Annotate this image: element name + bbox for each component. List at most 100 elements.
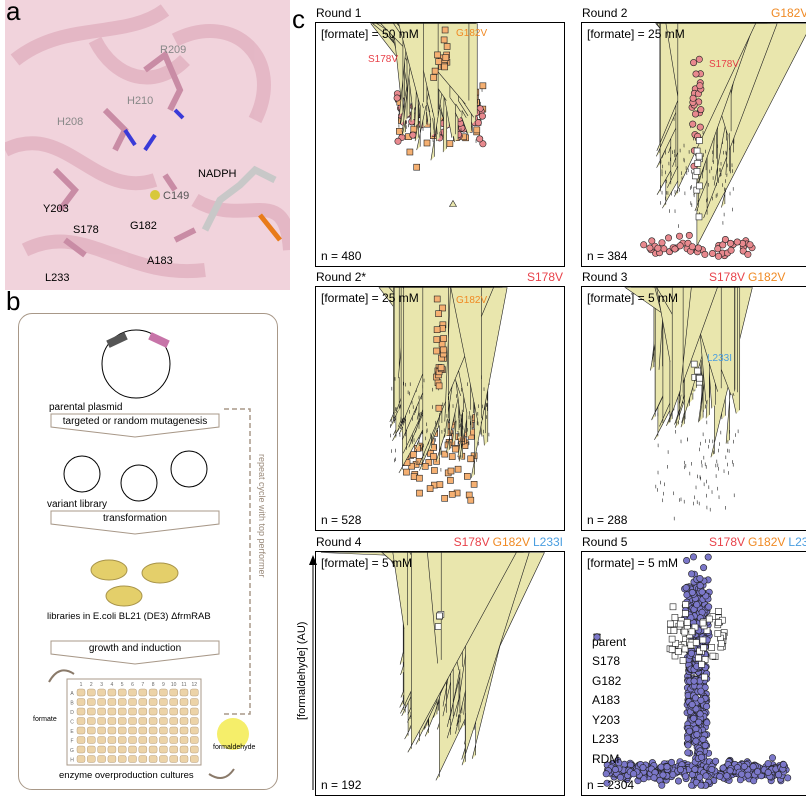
point-g182 — [423, 139, 431, 147]
point-rdm — [688, 570, 696, 578]
point-g182 — [410, 451, 417, 458]
point-g182 — [437, 364, 445, 371]
point-g182 — [436, 481, 444, 488]
mutation-label: S178V — [709, 535, 746, 549]
repeat-cycle-arrow — [224, 408, 251, 715]
point-parent — [706, 615, 713, 623]
plate-well — [179, 688, 189, 697]
point-g182 — [406, 148, 414, 156]
point-s178 — [394, 137, 402, 145]
point-parent — [667, 620, 674, 628]
point-rdm — [712, 757, 720, 765]
point-g182 — [448, 453, 456, 460]
plate-well — [117, 717, 127, 725]
point-rdm — [688, 588, 696, 596]
point-rdm — [682, 772, 690, 780]
point-rdm — [740, 763, 748, 771]
point-s178 — [646, 244, 654, 252]
point-s178 — [685, 231, 693, 239]
plate-well — [107, 707, 117, 716]
plate-well — [190, 707, 199, 716]
point-rdm — [775, 771, 783, 779]
point-g182 — [416, 474, 423, 482]
point-g182 — [410, 125, 418, 133]
mutation-label: S178V — [526, 270, 563, 284]
point-s178 — [696, 82, 704, 90]
plate-well — [76, 736, 86, 744]
plate-well — [97, 698, 106, 706]
plate-well — [159, 698, 168, 706]
legend-label: G182 — [592, 673, 622, 688]
point-s178 — [654, 244, 662, 252]
plate-well — [128, 688, 137, 697]
point-g182 — [443, 43, 451, 50]
workflow-diagram: 1 2 3 4 5 6 7 8 9 10 11 12 A B D C E F G H parental plasmid… — [18, 313, 278, 790]
plate-well — [97, 736, 106, 744]
point-rdm — [692, 725, 700, 733]
residue-label: R209 — [160, 44, 187, 56]
point-s178 — [727, 246, 735, 254]
panel-label-c: c — [292, 4, 305, 34]
point-rdm — [663, 763, 671, 771]
mutation-annotation: S178V — [709, 59, 740, 70]
plate-column-label: 11 — [181, 682, 186, 688]
point-s178 — [694, 244, 702, 252]
point-g182 — [435, 310, 442, 318]
plate-column-label: 6 — [131, 682, 134, 688]
point-g182 — [433, 326, 441, 334]
point-s178 — [709, 250, 717, 258]
point-parent — [692, 639, 700, 646]
legend: parent S178 G182 A183 Y203 L233 RDM — [592, 632, 626, 769]
plate-well — [128, 726, 137, 735]
point-rdm — [688, 649, 696, 657]
plate-row-label: B — [70, 701, 74, 707]
plate-well — [148, 755, 158, 763]
mutation-label: L233I — [788, 535, 806, 549]
point-g182 — [479, 82, 487, 90]
legend-item: G182 — [592, 633, 626, 691]
plate-well — [148, 726, 158, 735]
point-g182 — [403, 468, 410, 476]
point-rdm — [754, 768, 762, 776]
sulfur-atom — [150, 190, 160, 200]
round-title: Round 2* — [316, 270, 367, 284]
point-rdm — [684, 741, 692, 749]
sample-count: n = 2304 — [587, 778, 635, 792]
point-rdm — [697, 753, 705, 761]
point-rdm — [719, 764, 727, 772]
protein-ribbon — [5, 4, 290, 279]
plate-well — [117, 755, 127, 763]
point-rdm — [688, 701, 696, 709]
point-s178 — [744, 250, 752, 258]
point-s178 — [393, 94, 401, 102]
point-a183 — [427, 552, 442, 664]
point-s178 — [676, 232, 684, 240]
point-parent — [695, 152, 703, 160]
point-s178 — [746, 241, 754, 249]
plate-well — [117, 726, 127, 735]
point-parent — [693, 168, 701, 175]
round-title: Round 2 — [582, 6, 628, 20]
plate-well — [179, 755, 189, 763]
point-rdm — [780, 761, 788, 769]
legend-item: L233 — [592, 633, 626, 750]
point-g182 — [435, 382, 443, 390]
formate-concentration: [formate] = 5 mM — [587, 556, 679, 570]
plate-column-label: 1 — [80, 682, 83, 688]
point-s178 — [640, 241, 648, 249]
petri-dish-icon — [141, 562, 179, 584]
petri-dish-icon — [105, 585, 143, 607]
plate-well — [179, 736, 189, 744]
libraries-label: libraries in E.coli BL21 (DE3) ΔfrmRAB — [47, 611, 211, 622]
arrow-box — [50, 413, 220, 438]
plate-well — [87, 688, 96, 697]
residue-label: H208 — [57, 116, 84, 128]
plate-well — [107, 698, 117, 706]
swarm-plot: [formate] = 25 mM n = 384 S178V — [581, 22, 806, 267]
point-rdm — [696, 574, 704, 582]
swarm-plot: [formate] = 5 mM n = 192 — [315, 551, 565, 796]
plate-well — [76, 717, 86, 725]
point-g182 — [441, 450, 449, 458]
point-g182 — [446, 140, 454, 147]
